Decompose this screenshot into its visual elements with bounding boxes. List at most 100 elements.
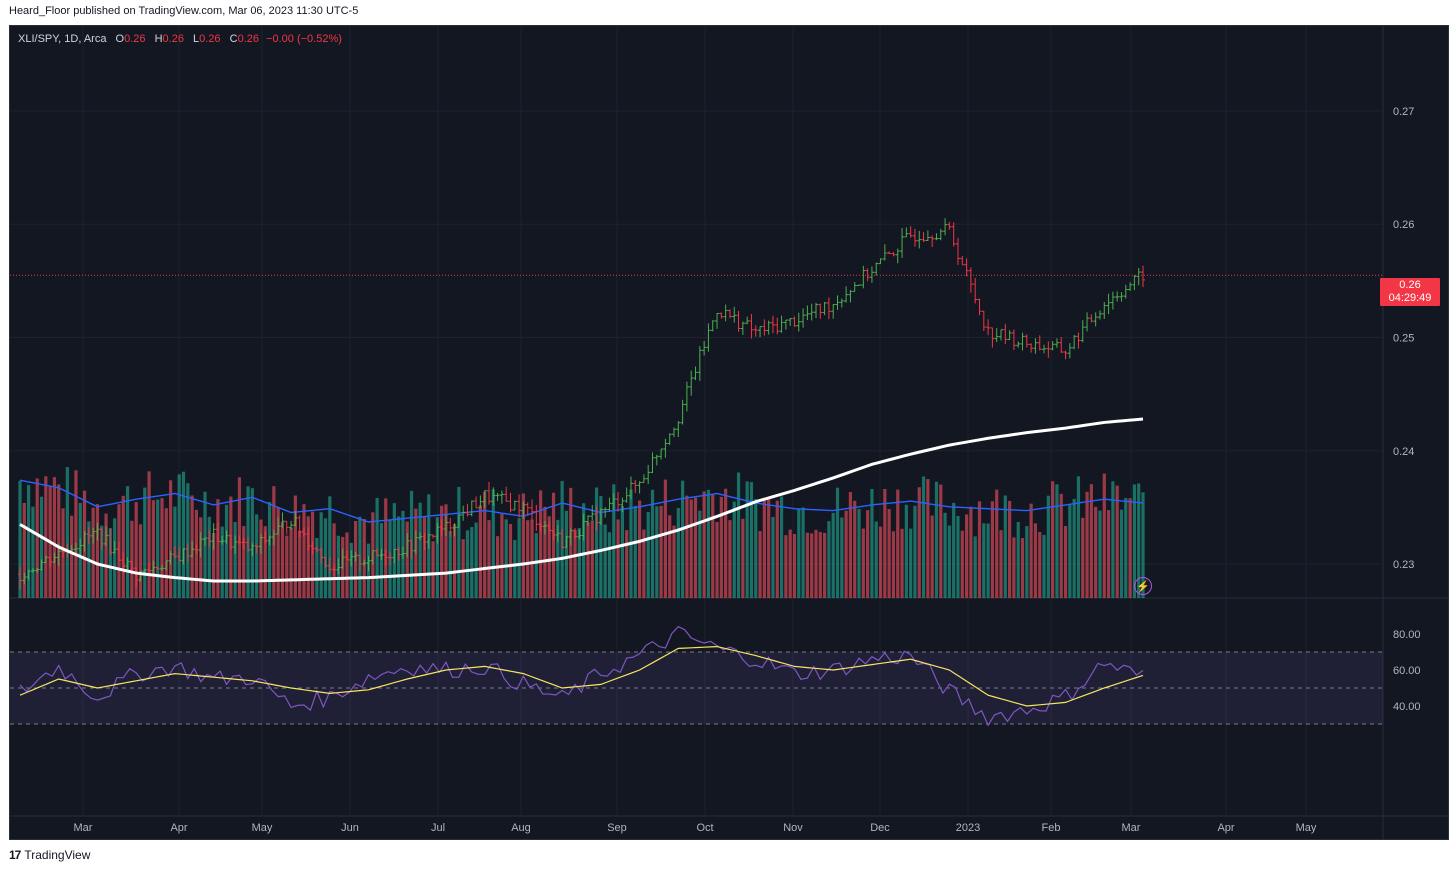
volume-bar: [224, 504, 229, 598]
volume-bar: [874, 521, 878, 598]
volume-bar: [151, 500, 155, 598]
volume-bar: [457, 486, 461, 598]
volume-bar: [784, 535, 788, 598]
volume-bar: [986, 523, 990, 598]
volume-bar: [904, 504, 908, 598]
volume-bar: [672, 525, 676, 598]
volume-bar: [960, 530, 964, 598]
x-tick-label: Mar: [74, 822, 93, 834]
volume-bar: [263, 526, 267, 598]
volume-bar: [900, 528, 904, 598]
volume-bar: [100, 525, 104, 598]
volume-bar: [1106, 510, 1111, 598]
volume-bar: [930, 515, 934, 598]
volume-bar: [289, 527, 293, 598]
volume-bar: [668, 515, 672, 598]
volume-bar: [440, 505, 444, 598]
volume-bar: [22, 502, 26, 598]
bar-countdown: 04:29:49: [1388, 292, 1432, 304]
volume-bar: [57, 484, 61, 598]
volume-bar: [698, 510, 702, 598]
volume-bar: [487, 520, 491, 598]
volume-bar: [1051, 481, 1055, 598]
low-value: 0.26: [199, 33, 221, 45]
volume-bar: [973, 536, 977, 598]
volume-bar: [530, 519, 534, 598]
volume-bar: [491, 489, 495, 598]
volume-bar: [1063, 525, 1068, 598]
volume-bar: [736, 472, 741, 598]
symbol-legend[interactable]: XLI/SPY, 1D, Arca O0.26 H0.26 L0.26 C0.2…: [18, 33, 342, 45]
volume-bar: [762, 497, 766, 598]
x-tick-label: Nov: [783, 822, 803, 834]
volume-bar: [1003, 495, 1007, 598]
volume-bar: [921, 476, 926, 598]
volume-bar: [504, 519, 508, 598]
rsi-tick-label: 60.00: [1393, 665, 1421, 677]
symbol-label: XLI/SPY, 1D, Arca: [18, 33, 107, 45]
volume-bar: [384, 498, 388, 598]
high-label: H: [154, 33, 163, 45]
volume-bar: [551, 492, 556, 598]
volume-bar: [681, 480, 685, 598]
volume-bar: [461, 539, 465, 598]
volume-bar: [74, 470, 78, 598]
volume-bar: [27, 485, 31, 598]
volume-bar: [586, 522, 590, 598]
volume-bar: [990, 501, 995, 598]
tradingview-logo[interactable]: 17 TradingView: [9, 848, 90, 862]
volume-bar: [470, 527, 474, 598]
volume-bar: [999, 530, 1003, 598]
volume-bar: [1089, 484, 1093, 598]
volume-bar: [113, 518, 117, 598]
volume-bar: [1085, 491, 1089, 598]
x-tick-label: 2023: [956, 822, 980, 834]
volume-bar: [956, 516, 960, 598]
volume-bar: [741, 518, 745, 598]
volume-bar: [775, 500, 779, 598]
volume-bar: [724, 488, 728, 598]
volume-bar: [818, 532, 822, 598]
chart-frame[interactable]: Mar Apr May Jun Jul Aug Sep Oct Nov Dec 2023 Feb Mar…: [9, 25, 1449, 840]
volume-bar: [857, 509, 861, 598]
volume-bar: [1132, 484, 1136, 598]
volume-bar: [745, 481, 749, 598]
volume-bar: [749, 482, 754, 598]
volume-bar: [431, 541, 435, 598]
volume-bar: [637, 500, 642, 598]
volume-bar: [564, 510, 569, 598]
volume-bar: [138, 524, 143, 598]
tradingview-logo-icon: 17: [9, 848, 21, 862]
volume-bar: [1025, 526, 1029, 598]
volume-bar: [500, 514, 504, 598]
x-tick-label: May: [1296, 822, 1317, 834]
volume-bar: [603, 524, 607, 598]
volume-bar: [866, 510, 870, 598]
volume-bar: [164, 508, 168, 598]
volume-bar: [543, 506, 547, 598]
lightning-icon[interactable]: ⚡: [1134, 577, 1152, 595]
chart-svg[interactable]: Mar Apr May Jun Jul Aug Sep Oct Nov Dec 2023 Feb Mar…: [10, 26, 1449, 840]
volume-bar: [1076, 476, 1081, 598]
volume-bar: [792, 533, 797, 598]
volume-bar: [1038, 531, 1042, 598]
volume-bar: [1008, 500, 1012, 598]
volume-bar: [65, 466, 69, 598]
volume-bar: [212, 533, 216, 598]
rsi-ma-line: [19, 645, 1144, 707]
y-tick-label: 0.24: [1393, 446, 1414, 458]
volume-bar: [220, 526, 224, 598]
volume-bar: [1119, 509, 1124, 598]
volume-bar: [332, 523, 336, 598]
volume-bar: [302, 504, 306, 598]
close-label: C: [229, 33, 238, 45]
volume-bar: [259, 519, 263, 598]
volume-bar: [143, 487, 147, 598]
volume-bar: [521, 493, 526, 598]
volume-bar: [659, 505, 663, 598]
volume-bar: [689, 499, 693, 598]
volume-bar: [758, 531, 762, 598]
volume-bar: [831, 512, 835, 598]
volume-bar: [422, 516, 427, 598]
volume-bar: [130, 520, 134, 598]
